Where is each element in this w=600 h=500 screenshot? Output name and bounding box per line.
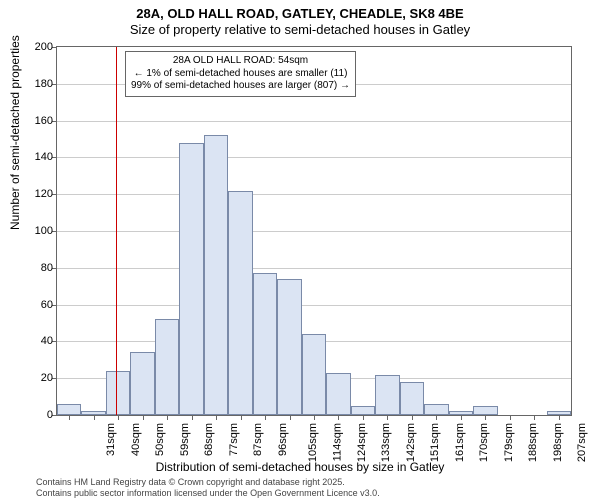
x-tick-label: 87sqm [252,423,264,456]
gridline [57,157,571,158]
bar [277,279,301,415]
x-tick-mark [363,415,364,420]
x-tick-label: 207sqm [576,423,588,462]
x-tick-label: 59sqm [179,423,191,456]
bar [302,334,326,415]
annotation-line1: 28A OLD HALL ROAD: 54sqm [131,55,350,68]
x-tick-label: 114sqm [331,423,343,461]
gridline [57,305,571,306]
x-tick-mark [436,415,437,420]
bar [351,406,375,415]
y-tick-label: 120 [35,188,53,200]
reference-line [116,47,117,415]
x-tick-mark [216,415,217,420]
x-tick-label: 170sqm [479,423,491,462]
x-tick-mark [290,415,291,420]
gridline [57,268,571,269]
y-tick-label: 180 [35,78,53,90]
x-tick-label: 50sqm [154,423,166,456]
x-tick-label: 151sqm [430,423,442,462]
x-tick-label: 188sqm [527,423,539,462]
x-tick-mark [118,415,119,420]
attribution: Contains HM Land Registry data © Crown c… [36,477,380,499]
x-tick-label: 68sqm [203,423,215,456]
x-tick-label: 124sqm [356,423,368,462]
annotation-box: 28A OLD HALL ROAD: 54sqm ← 1% of semi-de… [125,51,356,97]
attribution-line2: Contains public sector information licen… [36,488,380,499]
bar [106,371,130,415]
bar [473,406,497,415]
x-tick-mark [412,415,413,420]
y-tick-label: 160 [35,115,53,127]
x-tick-mark [69,415,70,420]
chart-title-main: 28A, OLD HALL ROAD, GATLEY, CHEADLE, SK8… [0,6,600,21]
bar [424,404,448,415]
x-axis-label: Distribution of semi-detached houses by … [0,460,600,474]
x-tick-mark [143,415,144,420]
bar [57,404,81,415]
x-tick-mark [338,415,339,420]
y-tick-label: 0 [47,409,53,421]
annotation-line2: ← 1% of semi-detached houses are smaller… [131,68,350,81]
bar [400,382,424,415]
x-tick-mark [559,415,560,420]
bar [204,135,228,415]
x-tick-mark [94,415,95,420]
y-tick-label: 20 [41,372,53,384]
plot-area: 02040608010012014016018020031sqm40sqm50s… [56,46,572,416]
y-tick-label: 40 [41,335,53,347]
x-tick-mark [167,415,168,420]
bar [155,319,179,415]
x-tick-label: 31sqm [105,423,117,456]
x-tick-mark [265,415,266,420]
x-tick-label: 96sqm [277,423,289,456]
gridline [57,231,571,232]
y-tick-label: 60 [41,299,53,311]
annotation-line3: 99% of semi-detached houses are larger (… [131,80,350,93]
bar [130,352,154,415]
bar [179,143,203,415]
y-tick-label: 140 [35,151,53,163]
x-tick-label: 161sqm [454,423,466,462]
gridline [57,121,571,122]
chart-title-sub: Size of property relative to semi-detach… [0,22,600,37]
x-tick-label: 142sqm [405,423,417,462]
gridline [57,194,571,195]
x-tick-label: 179sqm [503,423,515,462]
x-tick-mark [485,415,486,420]
y-tick-label: 80 [41,262,53,274]
y-tick-label: 100 [35,225,53,237]
x-tick-mark [387,415,388,420]
x-tick-mark [461,415,462,420]
x-tick-label: 133sqm [381,423,393,462]
x-tick-mark [510,415,511,420]
x-tick-label: 40sqm [130,423,142,456]
bar [375,375,399,415]
x-tick-mark [192,415,193,420]
bar [228,191,252,415]
x-tick-label: 105sqm [307,423,319,462]
bar [253,273,277,415]
attribution-line1: Contains HM Land Registry data © Crown c… [36,477,380,488]
y-tick-label: 200 [35,41,53,53]
x-tick-mark [534,415,535,420]
x-tick-label: 77sqm [228,423,240,456]
x-tick-label: 198sqm [552,423,564,462]
x-tick-mark [314,415,315,420]
bar [326,373,350,415]
y-axis-label: Number of semi-detached properties [8,35,22,230]
x-tick-mark [241,415,242,420]
